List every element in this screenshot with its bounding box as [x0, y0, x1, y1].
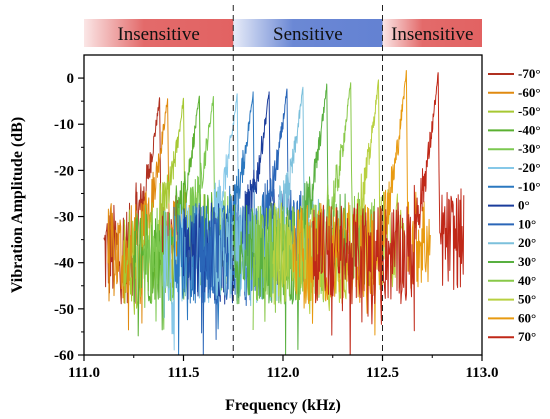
y-axis-title: Vibration Amplitude (dB): [9, 117, 26, 293]
region-label: Sensitive: [273, 24, 343, 45]
legend-label: -50°: [518, 104, 541, 119]
x-tick-label: 111.0: [68, 365, 100, 381]
series-layer: [103, 70, 465, 355]
region-band: [84, 19, 234, 47]
y-tick-label: 0: [67, 71, 75, 87]
legend-label: 50°: [518, 292, 536, 307]
y-tick-label: -10: [54, 117, 74, 133]
legend-label: 20°: [518, 235, 536, 250]
region-dividers: [232, 5, 383, 355]
ticks: 111.0 111.5 112.0 112.5 113.0 0 -10 -20 -30 -40 -5…: [54, 71, 498, 381]
legend-label: 60°: [518, 310, 536, 325]
region-band: [233, 19, 383, 47]
legend-label: 0°: [518, 198, 530, 213]
legend-label: 70°: [518, 329, 536, 344]
y-tick-label: -40: [54, 256, 74, 272]
legend-label: -70°: [518, 66, 541, 81]
region-bands: Insensitive Sensitive Insensitive: [84, 19, 482, 47]
region-label: Insensitive: [117, 24, 199, 45]
x-axis-title: Frequency (kHz): [225, 397, 341, 414]
legend-label: -60°: [518, 85, 541, 100]
y-tick-label: -50: [54, 302, 74, 318]
legend-label: -20°: [518, 160, 541, 175]
legend-label: -40°: [518, 122, 541, 137]
legend-label: 40°: [518, 273, 536, 288]
series-line: [163, 93, 260, 351]
x-tick-label: 112.0: [267, 365, 300, 381]
legend-label: 10°: [518, 216, 536, 231]
legend-label: -10°: [518, 179, 541, 194]
legend: -70° -60° -50° -40° -30° -20° -10° 0° 10° 20° 30° 4…: [488, 66, 541, 344]
x-tick-label: 113.0: [466, 365, 499, 381]
region-band: [382, 19, 482, 47]
x-tick-label: 111.5: [167, 365, 199, 381]
legend-label: 30°: [518, 254, 536, 269]
series-line: [312, 72, 465, 355]
y-tick-label: -60: [54, 348, 74, 364]
legend-label: -30°: [518, 141, 541, 156]
region-label: Insensitive: [391, 24, 473, 45]
y-tick-label: -30: [54, 210, 74, 226]
series-line: [292, 70, 431, 336]
series-line: [133, 95, 222, 337]
y-tick-label: -20: [54, 163, 74, 179]
x-tick-label: 112.5: [366, 365, 399, 381]
plot-area: [103, 70, 465, 355]
